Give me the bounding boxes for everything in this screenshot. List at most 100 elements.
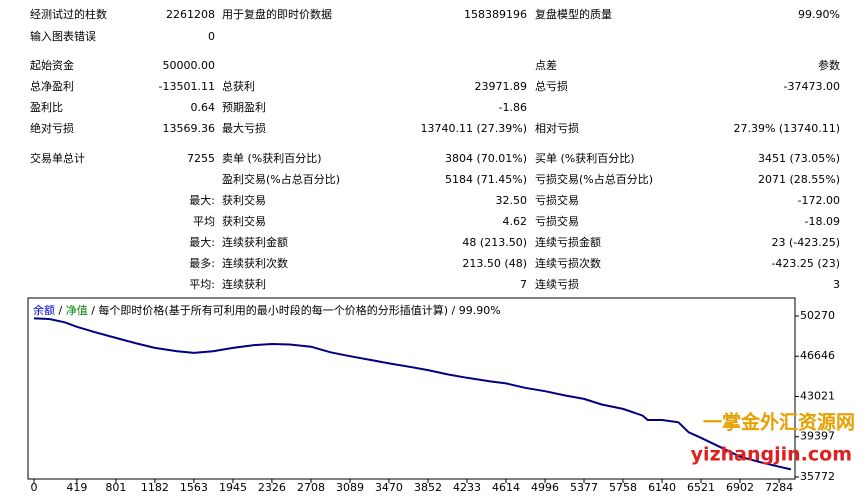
chart-legend: 余额 / 净值 / 每个即时价格(基于所有可利用的最小时段的每一个价格的分形插值… bbox=[33, 303, 501, 317]
x-tick-label: 4996 bbox=[531, 481, 559, 494]
report-label: 连续亏损金额 bbox=[535, 235, 601, 249]
watermark-cn: 一掌金外汇资源网 bbox=[703, 411, 855, 434]
x-tick-label: 3089 bbox=[336, 481, 364, 494]
report-label: 连续亏损 bbox=[535, 277, 579, 291]
report-value: -172.00 bbox=[798, 194, 840, 207]
y-tick-label: 46646 bbox=[800, 349, 835, 362]
report-value: 3804 (70.01%) bbox=[445, 152, 527, 165]
x-tick-label: 0 bbox=[31, 481, 38, 494]
report-label: 总获利 bbox=[222, 79, 255, 93]
x-tick-label: 5377 bbox=[570, 481, 598, 494]
report-value: 3 bbox=[833, 278, 840, 291]
report-label: 连续获利次数 bbox=[222, 256, 288, 270]
x-tick-label: 4614 bbox=[492, 481, 520, 494]
balance-line bbox=[33, 317, 792, 471]
report-value: 13740.11 (27.39%) bbox=[420, 122, 527, 135]
report-label: 最大亏损 bbox=[222, 121, 266, 135]
report-label: 亏损交易 bbox=[535, 214, 579, 228]
x-tick-label: 2326 bbox=[258, 481, 286, 494]
report-value: 3451 (73.05%) bbox=[758, 152, 840, 165]
x-tick-label: 1563 bbox=[180, 481, 208, 494]
report-value: -423.25 (23) bbox=[771, 257, 840, 270]
chart-frame bbox=[27, 297, 796, 480]
report-value: 最多: bbox=[189, 256, 215, 270]
x-tick-label: 1182 bbox=[141, 481, 169, 494]
report-value: -18.09 bbox=[805, 215, 840, 228]
x-tick-label: 4233 bbox=[453, 481, 481, 494]
report-value: -1.86 bbox=[499, 101, 527, 114]
report-label: 总亏损 bbox=[535, 79, 568, 93]
legend-equity: 净值 bbox=[66, 303, 88, 317]
x-tick-label: 3852 bbox=[414, 481, 442, 494]
report-value: 99.90% bbox=[798, 8, 840, 21]
report-label: 亏损交易 bbox=[535, 193, 579, 207]
x-tick-label: 801 bbox=[105, 481, 126, 494]
report-value: 23 (-423.25) bbox=[771, 236, 840, 249]
legend-separator: / bbox=[448, 304, 459, 317]
report-label: 经测试过的柱数 bbox=[30, 7, 107, 21]
report-label: 盈利比 bbox=[30, 101, 63, 114]
y-tick-label: 39397 bbox=[800, 430, 835, 443]
report-label: 起始资金 bbox=[30, 58, 74, 72]
report-value: -13501.11 bbox=[159, 80, 215, 93]
report-value: 213.50 (48) bbox=[462, 257, 527, 270]
report-value: 0.64 bbox=[191, 101, 216, 114]
chart-subtitle: 每个即时价格(基于所有可利用的最小时段的每一个价格的分形插值计算) bbox=[98, 303, 448, 317]
report-value: 13569.36 bbox=[163, 122, 216, 135]
report-label: 相对亏损 bbox=[535, 121, 579, 135]
report-value: 27.39% (13740.11) bbox=[733, 122, 840, 135]
report-label: 卖单 (%获利百分比) bbox=[222, 152, 322, 165]
report-value: 7255 bbox=[187, 152, 215, 165]
y-tick-label: 50270 bbox=[800, 309, 835, 322]
x-tick-label: 2708 bbox=[297, 481, 325, 494]
report-value: 2261208 bbox=[166, 8, 215, 21]
report-value: 最大: bbox=[189, 193, 215, 207]
x-tick-label: 6521 bbox=[687, 481, 715, 494]
report-value: 48 (213.50) bbox=[462, 236, 527, 249]
report-label: 连续获利金额 bbox=[222, 235, 288, 249]
report-label: 连续获利 bbox=[222, 277, 266, 291]
report-value: 0 bbox=[208, 30, 215, 43]
report-value: 4.62 bbox=[503, 215, 528, 228]
report-label: 用于复盘的即时价数据 bbox=[222, 7, 332, 21]
report-label: 交易单总计 bbox=[30, 151, 85, 165]
report-value: -37473.00 bbox=[784, 80, 840, 93]
watermark-url: yizhangjin.com bbox=[691, 444, 852, 466]
report-value: 32.50 bbox=[496, 194, 528, 207]
report-value: 平均: bbox=[189, 278, 215, 291]
x-tick-label: 6902 bbox=[726, 481, 754, 494]
report-label: 获利交易 bbox=[222, 193, 266, 207]
report-value: 5184 (71.45%) bbox=[445, 173, 527, 186]
x-tick-label: 419 bbox=[66, 481, 87, 494]
report-value: 平均 bbox=[193, 215, 215, 228]
report-value: 2071 (28.55%) bbox=[758, 173, 840, 186]
report-label: 亏损交易(%占总百分比) bbox=[535, 172, 653, 186]
x-tick-label: 6140 bbox=[648, 481, 676, 494]
report-value: 158389196 bbox=[464, 8, 527, 21]
report-label: 点差 bbox=[535, 58, 557, 72]
y-tick-label: 43021 bbox=[800, 389, 835, 402]
report-value: 23971.89 bbox=[475, 80, 528, 93]
legend-balance: 余额 bbox=[33, 303, 55, 317]
report-label: 获利交易 bbox=[222, 214, 266, 228]
report-label: 连续亏损次数 bbox=[535, 256, 601, 270]
legend-separator: / bbox=[88, 304, 99, 317]
report-label: 复盘模型的质量 bbox=[535, 7, 612, 21]
report-value: 50000.00 bbox=[163, 59, 216, 72]
model-quality: 99.90% bbox=[459, 304, 501, 317]
legend-separator: / bbox=[55, 304, 66, 317]
report-value: 参数 bbox=[818, 58, 840, 72]
x-tick-label: 7284 bbox=[765, 481, 793, 494]
report-label: 绝对亏损 bbox=[30, 121, 74, 135]
report-value: 最大: bbox=[189, 235, 215, 249]
x-tick-label: 3470 bbox=[375, 481, 403, 494]
report-label: 买单 (%获利百分比) bbox=[535, 152, 635, 165]
report-label: 盈利交易(%占总百分比) bbox=[222, 172, 340, 186]
report-label: 总净盈利 bbox=[30, 79, 74, 93]
x-tick-label: 1945 bbox=[219, 481, 247, 494]
report-value: 7 bbox=[520, 278, 527, 291]
y-tick-label: 35772 bbox=[800, 470, 835, 483]
x-tick-label: 5758 bbox=[609, 481, 637, 494]
report-label: 预期盈利 bbox=[222, 101, 266, 114]
